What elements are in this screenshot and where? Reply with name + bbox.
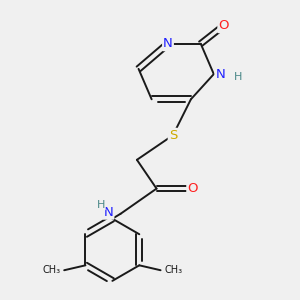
Text: O: O	[218, 19, 229, 32]
Text: CH₃: CH₃	[164, 265, 183, 275]
Text: CH₃: CH₃	[42, 265, 60, 275]
Text: N: N	[103, 206, 113, 219]
Text: H: H	[234, 72, 242, 82]
Text: N: N	[215, 68, 225, 81]
Text: O: O	[187, 182, 198, 195]
Text: S: S	[169, 129, 177, 142]
Text: H: H	[97, 200, 105, 210]
Text: N: N	[163, 37, 173, 50]
